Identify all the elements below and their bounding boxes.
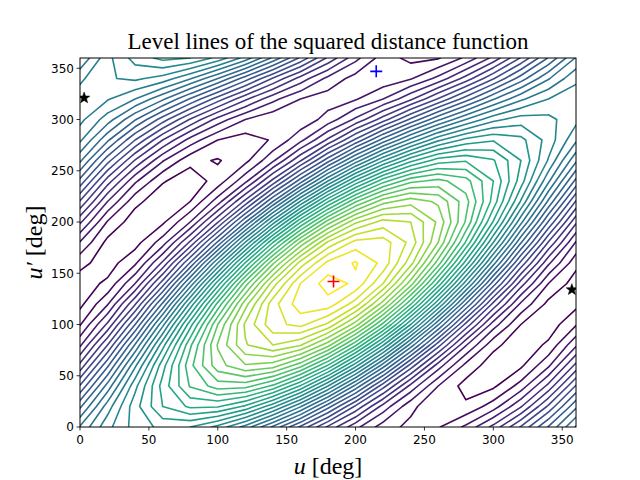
x-tick-label: 50 — [141, 433, 156, 447]
x-tick — [424, 427, 425, 431]
level-line — [80, 58, 576, 427]
y-tick-label: 150 — [51, 267, 74, 281]
level-line — [179, 161, 494, 401]
x-tick-label: 100 — [206, 433, 229, 447]
x-tick-label: 250 — [413, 433, 436, 447]
y-tick — [77, 222, 81, 223]
frame — [80, 58, 576, 427]
level-line — [211, 187, 459, 377]
level-line — [112, 58, 556, 427]
y-tick — [77, 273, 81, 274]
level-line — [80, 58, 576, 427]
x-tick — [286, 427, 287, 431]
level-line — [129, 58, 542, 427]
y-tick — [77, 427, 81, 428]
level-line — [80, 58, 576, 427]
level-line — [80, 58, 576, 427]
y-tick — [77, 324, 81, 325]
level-line — [80, 58, 576, 427]
y-tick — [77, 119, 81, 120]
level-line — [80, 58, 576, 427]
level-line — [193, 174, 476, 389]
y-tick — [77, 375, 81, 376]
title: Level lines of the squared distance func… — [127, 29, 529, 54]
level-line — [254, 220, 416, 345]
level-line — [160, 150, 509, 415]
y-tick-label: 250 — [51, 164, 74, 178]
y-tick-label: 200 — [51, 215, 74, 229]
plus-marker — [370, 65, 382, 77]
level-line — [319, 262, 358, 295]
level-line — [169, 155, 501, 407]
y-tick-label: 350 — [51, 62, 74, 76]
level-line — [80, 58, 576, 427]
x-tick — [217, 427, 218, 431]
level-line — [203, 179, 469, 382]
x-tick — [562, 427, 563, 431]
y-tick-label: 0 — [66, 420, 74, 434]
background — [0, 0, 640, 480]
level-line — [80, 58, 576, 427]
level-line — [186, 169, 484, 395]
level-line — [80, 58, 576, 427]
x-tick-label: 0 — [76, 433, 84, 447]
chart: 0 50 100 150 200 250 300 350 0 50 100 150 200 250 300 3… — [0, 0, 640, 480]
level-line — [80, 58, 576, 427]
level-line — [80, 58, 576, 427]
y-tick-label: 300 — [51, 113, 74, 127]
x-tick-label: 200 — [344, 433, 367, 447]
level-line — [80, 58, 576, 427]
star-marker — [566, 284, 576, 295]
x-tick — [80, 427, 81, 431]
level-line — [80, 58, 576, 427]
x-tick — [148, 427, 149, 431]
level-line — [217, 193, 451, 371]
level-line — [278, 238, 390, 327]
level-line — [80, 58, 576, 427]
y-tick — [77, 68, 81, 69]
y-axis-label: u′ [deg] — [21, 206, 47, 280]
y-tick — [77, 170, 81, 171]
level-line — [140, 58, 530, 427]
x-tick-label: 350 — [551, 433, 574, 447]
level-line — [227, 198, 444, 364]
level-line — [236, 205, 435, 357]
y-tick-label: 100 — [51, 318, 74, 332]
level-line — [151, 141, 521, 421]
plus-marker — [328, 275, 340, 287]
level-line — [80, 58, 576, 427]
x-tick — [355, 427, 356, 431]
x-tick-label: 150 — [275, 433, 298, 447]
level-line — [292, 250, 377, 314]
y-tick-label: 50 — [59, 369, 74, 383]
x-axis-label: u [deg] — [294, 453, 363, 479]
level-line — [244, 213, 423, 350]
x-tick-label: 300 — [482, 433, 505, 447]
plot-area — [80, 58, 576, 427]
star-marker — [80, 92, 90, 103]
x-tick — [493, 427, 494, 431]
level-line — [265, 228, 406, 333]
